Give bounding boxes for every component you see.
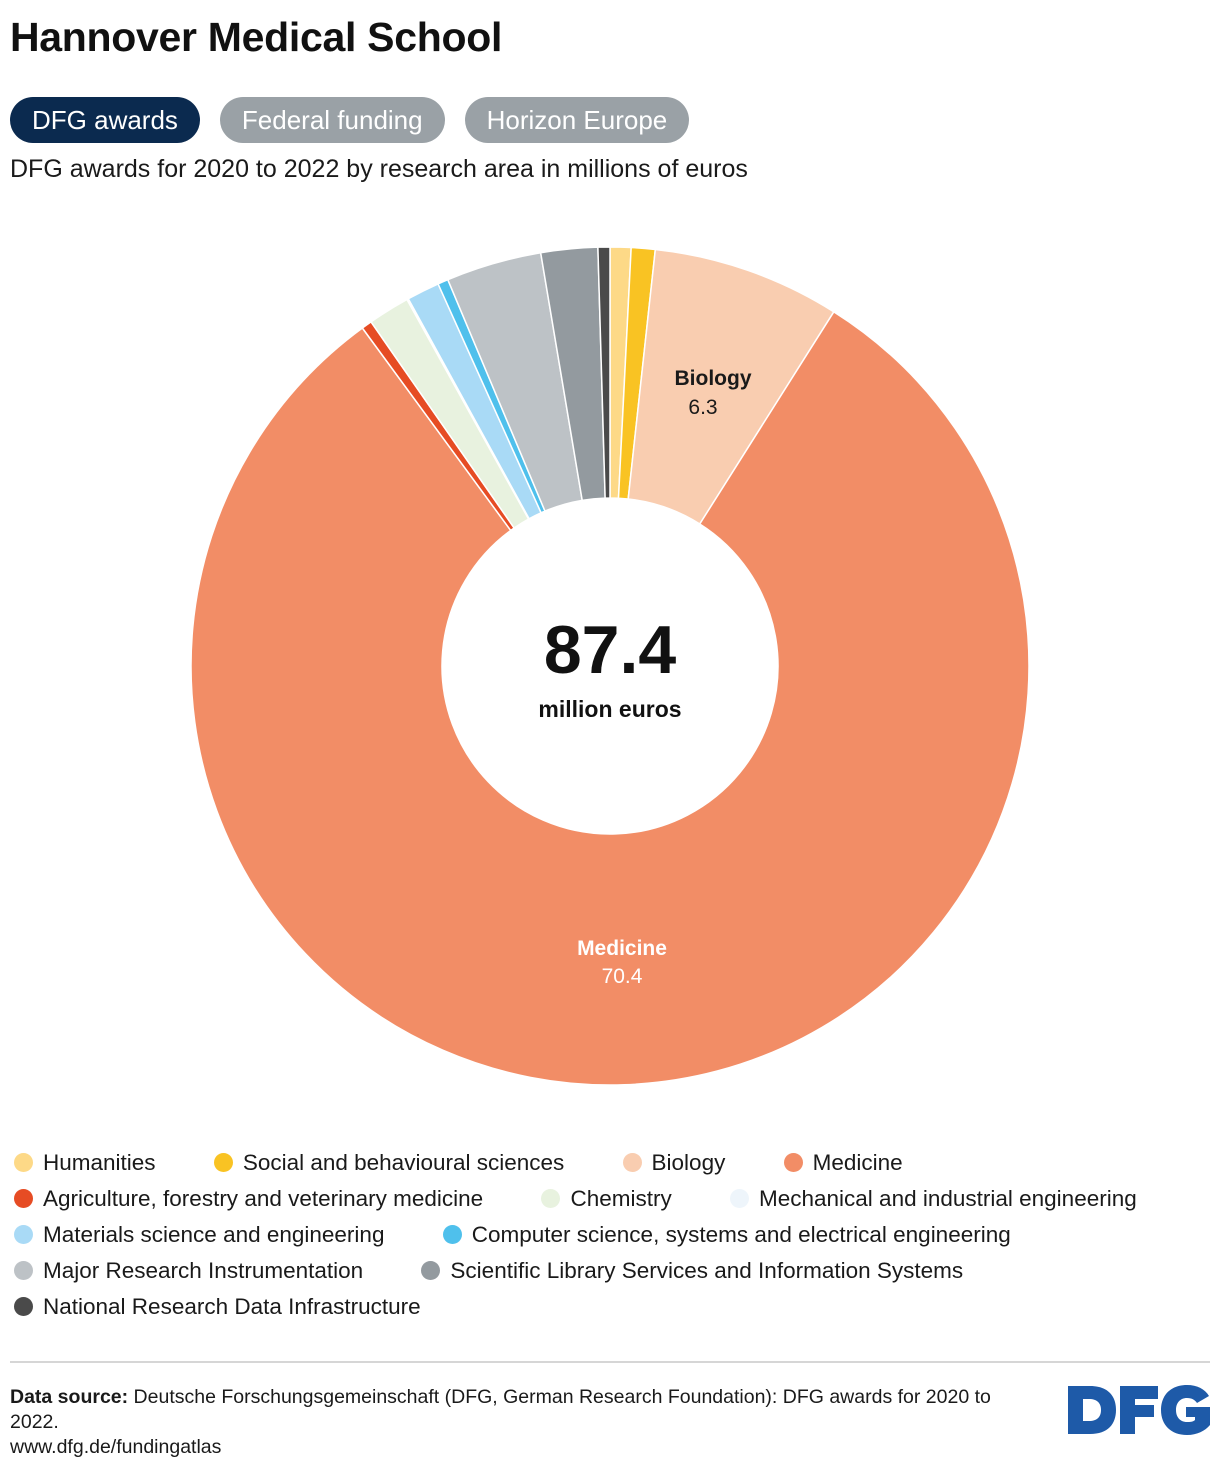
legend-dot	[14, 1261, 33, 1280]
dfg-logo	[1068, 1385, 1210, 1435]
legend-label: Materials science and engineering	[43, 1222, 385, 1247]
slice-label-biology: Biology	[675, 367, 752, 390]
footer-divider	[10, 1361, 1210, 1363]
legend-label: Humanities	[43, 1150, 156, 1175]
center-total-unit: million euros	[538, 696, 681, 722]
slice-value-biology: 6.3	[688, 396, 717, 419]
donut-chart: Biology 6.3 Medicine 70.4 87.4 million e…	[190, 246, 1030, 1086]
legend-label: Agriculture, forestry and veterinary med…	[43, 1186, 484, 1211]
donut-slices	[190, 246, 1030, 1086]
legend-dot	[783, 1153, 803, 1172]
legend-dot	[14, 1189, 33, 1208]
legend-label: Medicine	[812, 1150, 903, 1175]
data-source-text: Deutsche Forschungsgemeinschaft (DFG, Ge…	[10, 1386, 991, 1433]
legend-item-social-behavioural: Social and behavioural sciences	[213, 1145, 565, 1181]
legend-dot	[421, 1261, 441, 1280]
legend-item-mechanical-engineering: Mechanical and industrial engineering	[730, 1181, 1137, 1217]
legend-item-computer-science: Computer science, systems and electrical…	[442, 1217, 1011, 1253]
slice-label-medicine: Medicine	[577, 937, 667, 960]
chart-subtitle: DFG awards for 2020 to 2022 by research …	[10, 155, 748, 183]
tab-bar: DFG awards Federal funding Horizon Europ…	[10, 97, 690, 143]
legend-label: Computer science, systems and electrical…	[471, 1222, 1011, 1247]
legend-item-humanities: Humanities	[14, 1145, 156, 1181]
legend-item-medicine: Medicine	[783, 1145, 903, 1181]
tab-horizon-europe[interactable]: Horizon Europe	[464, 97, 690, 143]
slice-medicine[interactable]	[190, 310, 1030, 1086]
legend-label: Chemistry	[570, 1186, 672, 1211]
legend-label: Mechanical and industrial engineering	[759, 1186, 1137, 1211]
data-source: Data source: Deutsche Forschungsgemeinsc…	[10, 1385, 1030, 1460]
legend-label: Major Research Instrumentation	[43, 1258, 364, 1283]
legend-item-agriculture: Agriculture, forestry and veterinary med…	[14, 1181, 483, 1217]
slice-national-research-data-infrastructure[interactable]	[597, 246, 611, 499]
legend-item-major-research-instrumentation: Major Research Instrumentation	[14, 1253, 363, 1289]
logo-letter-d	[1068, 1386, 1116, 1434]
data-source-url[interactable]: www.dfg.de/fundingatlas	[10, 1436, 222, 1458]
legend-label: Scientific Library Services and Informat…	[450, 1258, 964, 1283]
data-source-label: Data source:	[10, 1386, 129, 1408]
tab-dfg-awards[interactable]: DFG awards	[10, 97, 200, 143]
legend-item-library-services: Scientific Library Services and Informat…	[421, 1253, 963, 1289]
slice-value-medicine: 70.4	[602, 965, 643, 988]
chart-legend: Humanities Social and behavioural scienc…	[14, 1145, 1210, 1325]
legend-dot	[541, 1189, 561, 1208]
legend-dot	[622, 1153, 642, 1172]
center-total-value: 87.4	[544, 612, 677, 688]
legend-dot	[14, 1225, 33, 1244]
legend-dot	[730, 1189, 749, 1208]
legend-label: National Research Data Infrastructure	[43, 1294, 421, 1319]
legend-item-chemistry: Chemistry	[541, 1181, 672, 1217]
legend-item-biology: Biology	[622, 1145, 726, 1181]
tab-federal-funding[interactable]: Federal funding	[219, 97, 445, 143]
legend-item-research-data-infrastructure: National Research Data Infrastructure	[14, 1289, 421, 1325]
legend-dot	[14, 1153, 33, 1172]
logo-letter-g	[1161, 1385, 1210, 1435]
legend-dot	[442, 1225, 462, 1244]
legend-label: Social and behavioural sciences	[242, 1150, 565, 1175]
legend-dot	[14, 1297, 33, 1316]
legend-item-materials-science: Materials science and engineering	[14, 1217, 384, 1253]
page-title: Hannover Medical School	[10, 14, 503, 60]
legend-dot	[213, 1153, 233, 1172]
legend-label: Biology	[651, 1150, 726, 1175]
logo-letter-f	[1120, 1386, 1158, 1434]
